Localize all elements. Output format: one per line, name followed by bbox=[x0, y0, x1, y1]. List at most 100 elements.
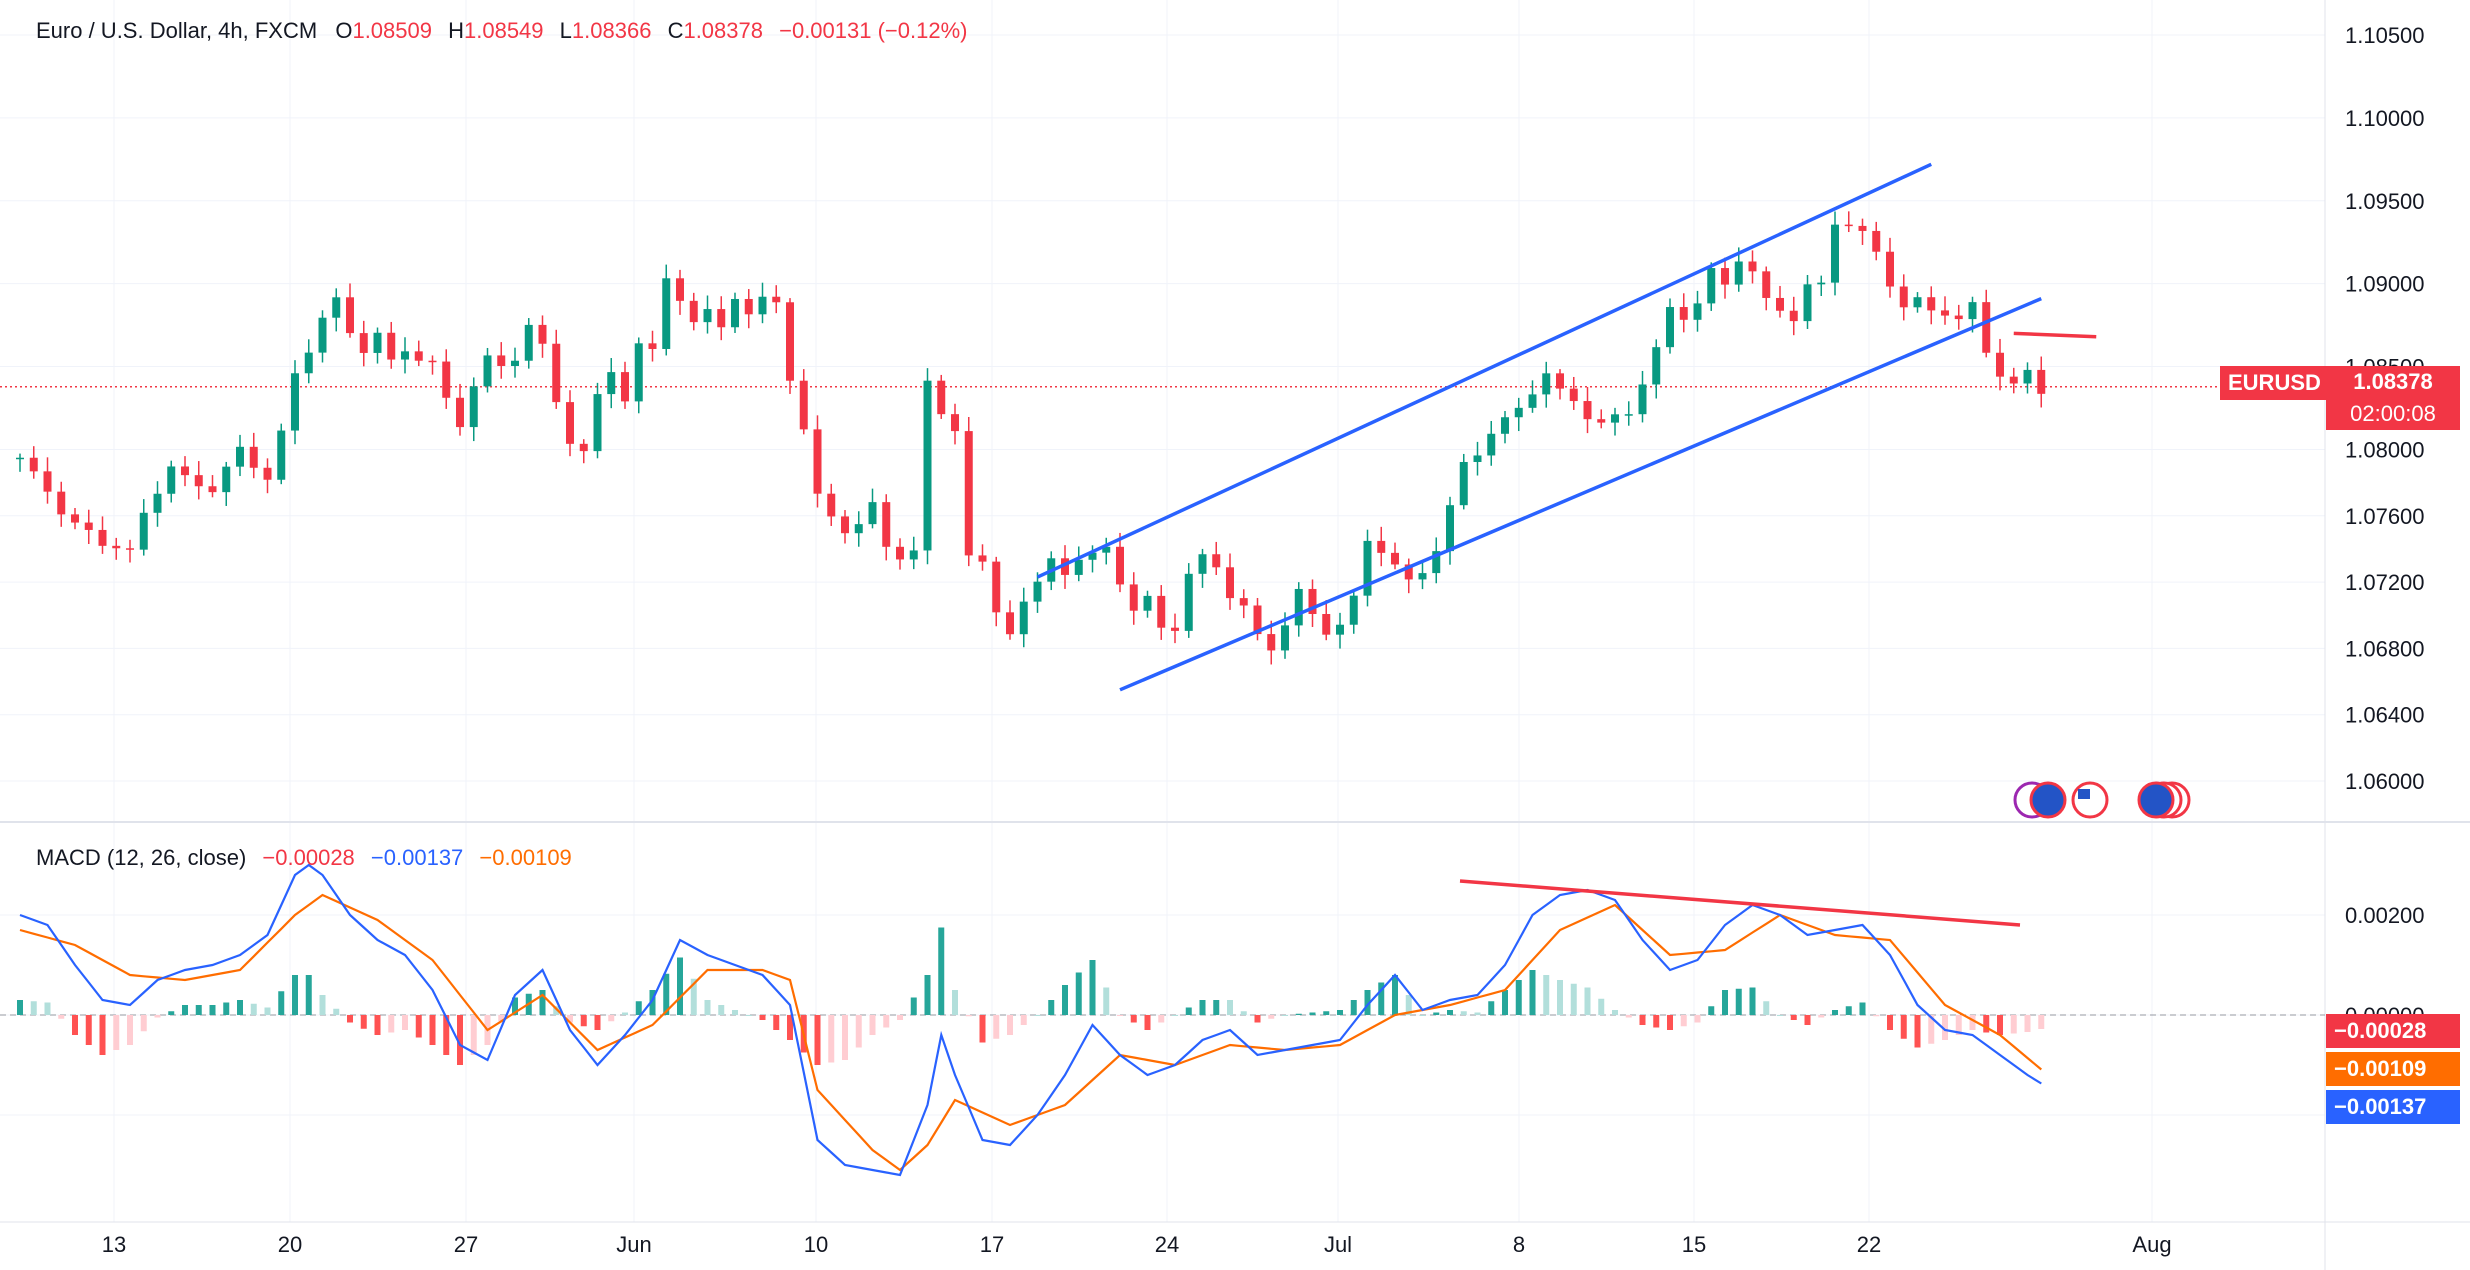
candle[interactable] bbox=[1844, 224, 1853, 227]
candle[interactable] bbox=[579, 443, 588, 452]
candle[interactable] bbox=[1996, 352, 2004, 377]
candle[interactable] bbox=[951, 414, 959, 432]
candle[interactable] bbox=[194, 475, 203, 487]
candle[interactable] bbox=[1638, 384, 1647, 415]
last-price-tag[interactable]: 1.08378 02:00:08 bbox=[2326, 366, 2460, 430]
candle[interactable] bbox=[1652, 347, 1661, 385]
candles[interactable] bbox=[16, 211, 2046, 665]
macd-divergence-line[interactable] bbox=[1459, 879, 2021, 927]
candle[interactable] bbox=[703, 309, 712, 323]
candle[interactable] bbox=[1762, 271, 1771, 298]
price-axis[interactable]: 1.105001.100001.095001.090001.085001.080… bbox=[2345, 23, 2425, 794]
symbol-title[interactable]: Euro / U.S. Dollar, 4h, FXCM bbox=[36, 18, 318, 43]
drawings[interactable] bbox=[1036, 162, 2097, 927]
candle[interactable] bbox=[1776, 297, 1784, 311]
candle[interactable] bbox=[854, 524, 863, 534]
candle[interactable] bbox=[167, 466, 176, 494]
candle[interactable] bbox=[937, 380, 946, 415]
candle[interactable] bbox=[236, 446, 244, 467]
candle[interactable] bbox=[744, 298, 753, 315]
candle[interactable] bbox=[758, 296, 767, 315]
candle[interactable] bbox=[277, 430, 286, 480]
candle[interactable] bbox=[538, 324, 547, 344]
candle[interactable] bbox=[1033, 581, 1042, 602]
candle[interactable] bbox=[139, 512, 148, 550]
candle[interactable] bbox=[1239, 598, 1248, 606]
channel-upper-line[interactable] bbox=[1036, 162, 1932, 579]
candle[interactable] bbox=[1404, 564, 1413, 580]
candle[interactable] bbox=[882, 502, 891, 547]
candle[interactable] bbox=[593, 394, 602, 452]
candle[interactable] bbox=[1363, 540, 1372, 596]
candle[interactable] bbox=[1927, 297, 1936, 311]
candle[interactable] bbox=[1569, 388, 1578, 402]
candle[interactable] bbox=[1432, 551, 1441, 574]
candle[interactable] bbox=[676, 278, 684, 301]
resistance-line[interactable] bbox=[2013, 331, 2097, 339]
candle[interactable] bbox=[1954, 315, 1963, 320]
candle[interactable] bbox=[717, 309, 726, 328]
candle[interactable] bbox=[1707, 268, 1716, 304]
candle[interactable] bbox=[524, 324, 533, 361]
candle[interactable] bbox=[469, 386, 478, 428]
candle[interactable] bbox=[1528, 394, 1537, 408]
candle[interactable] bbox=[126, 548, 134, 550]
channel-lower-line[interactable] bbox=[1119, 296, 2042, 692]
candle[interactable] bbox=[2037, 369, 2046, 394]
eu-flag-icon-4[interactable] bbox=[2137, 781, 2175, 819]
candle[interactable] bbox=[1597, 419, 1606, 423]
candle[interactable] bbox=[923, 380, 932, 551]
candle[interactable] bbox=[483, 355, 492, 387]
candle[interactable] bbox=[1019, 601, 1028, 635]
candle[interactable] bbox=[662, 278, 671, 349]
candle[interactable] bbox=[1308, 588, 1317, 615]
candle[interactable] bbox=[1322, 614, 1331, 635]
candle[interactable] bbox=[1803, 284, 1812, 322]
candle[interactable] bbox=[57, 491, 66, 515]
candle[interactable] bbox=[428, 360, 437, 363]
candle[interactable] bbox=[1281, 625, 1289, 651]
candle[interactable] bbox=[1721, 268, 1729, 285]
candle[interactable] bbox=[84, 522, 93, 530]
candle[interactable] bbox=[827, 493, 836, 517]
candle[interactable] bbox=[2023, 369, 2032, 384]
candle[interactable] bbox=[566, 402, 574, 444]
candle[interactable] bbox=[1542, 373, 1551, 395]
candle[interactable] bbox=[1074, 559, 1083, 575]
candle[interactable] bbox=[387, 332, 396, 360]
candle[interactable] bbox=[1514, 407, 1523, 418]
candle[interactable] bbox=[1129, 584, 1138, 611]
candle[interactable] bbox=[1184, 573, 1193, 631]
candle[interactable] bbox=[772, 296, 781, 303]
candle[interactable] bbox=[1583, 401, 1592, 420]
candle[interactable] bbox=[868, 502, 877, 525]
candle[interactable] bbox=[634, 343, 643, 402]
candle[interactable] bbox=[318, 317, 327, 353]
candle[interactable] bbox=[1116, 546, 1124, 585]
candle[interactable] bbox=[992, 561, 1001, 613]
candle[interactable] bbox=[346, 297, 354, 334]
candle[interactable] bbox=[1899, 286, 1908, 308]
candle[interactable] bbox=[1157, 595, 1166, 628]
candle[interactable] bbox=[1624, 414, 1633, 416]
candle[interactable] bbox=[98, 529, 107, 546]
us-flag-icon[interactable] bbox=[2071, 781, 2109, 819]
candle[interactable] bbox=[1611, 414, 1619, 423]
candle[interactable] bbox=[1487, 433, 1496, 456]
candle[interactable] bbox=[153, 493, 162, 513]
candle[interactable] bbox=[1913, 297, 1922, 308]
candle[interactable] bbox=[1349, 595, 1358, 625]
symbol-tag[interactable]: EURUSD bbox=[2220, 366, 2329, 400]
symbol-header[interactable]: Euro / U.S. Dollar, 4h, FXCM O1.08509 H1… bbox=[36, 18, 967, 44]
candle[interactable] bbox=[1226, 567, 1234, 599]
candle[interactable] bbox=[43, 471, 52, 492]
candle[interactable] bbox=[497, 355, 506, 366]
candle[interactable] bbox=[896, 546, 904, 560]
candle[interactable] bbox=[1061, 558, 1069, 575]
candle[interactable] bbox=[1198, 554, 1207, 574]
candle[interactable] bbox=[1377, 540, 1386, 553]
candle[interactable] bbox=[29, 457, 38, 472]
macd-title[interactable]: MACD (12, 26, close) bbox=[36, 845, 247, 870]
candle[interactable] bbox=[1088, 552, 1097, 560]
